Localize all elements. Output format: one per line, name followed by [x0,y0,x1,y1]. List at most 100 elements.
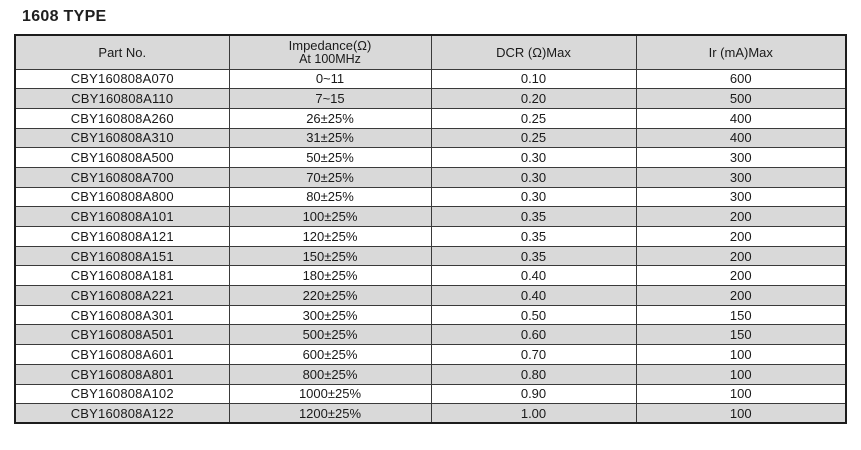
dcr-cell: 1.00 [430,403,637,424]
part-no-cell: CBY160808A310 [14,127,230,149]
dcr-cell: 0.25 [430,107,637,129]
dcr-cell: 0.90 [430,383,637,405]
table-row: CBY160808A601 600±25% 0.70 100 [14,344,847,365]
dcr-cell: 0.30 [430,186,637,208]
dcr-cell: 0.30 [430,166,637,188]
table-row: CBY160808A801 800±25% 0.80 100 [14,363,847,385]
dcr-cell: 0.40 [430,285,637,306]
table-row: CBY160808A260 26±25% 0.25 400 [14,107,847,129]
part-no-cell: CBY160808A700 [14,166,230,188]
dcr-cell: 0.35 [430,245,637,267]
dcr-cell: 0.30 [430,147,637,168]
dcr-cell: 0.25 [430,127,637,149]
part-no-cell: CBY160808A070 [14,68,230,90]
ir-cell: 300 [635,186,847,208]
impedance-cell: 0~11 [228,68,432,90]
impedance-cell: 7~15 [228,88,432,109]
part-no-cell: CBY160808A500 [14,147,230,168]
ir-cell: 100 [635,344,847,365]
dcr-cell: 0.70 [430,344,637,365]
part-no-cell: CBY160808A101 [14,206,230,227]
ir-cell: 150 [635,324,847,346]
part-no-cell: CBY160808A181 [14,265,230,287]
table-row: CBY160808A070 0~11 0.10 600 [14,68,847,90]
ir-cell: 200 [635,265,847,287]
table-row: CBY160808A121 120±25% 0.35 200 [14,226,847,247]
ir-cell: 500 [635,88,847,109]
dcr-cell: 0.80 [430,363,637,385]
table-body: CBY160808A070 0~11 0.10 600 CBY160808A110 7~1… [14,68,847,424]
part-no-cell: CBY160808A301 [14,304,230,326]
column-header-label: DCR (Ω)Max [496,44,571,60]
dcr-cell: 0.50 [430,304,637,326]
ir-cell: 100 [635,403,847,424]
ir-cell: 400 [635,127,847,149]
column-header-dcr: DCR (Ω)Max [430,34,637,70]
ir-cell: 100 [635,383,847,405]
table-row: CBY160808A500 50±25% 0.30 300 [14,147,847,168]
dcr-cell: 0.60 [430,324,637,346]
impedance-cell: 1000±25% [228,383,432,405]
impedance-cell: 150±25% [228,245,432,267]
impedance-cell: 50±25% [228,147,432,168]
dcr-cell: 0.35 [430,226,637,247]
table-row: CBY160808A221 220±25% 0.40 200 [14,285,847,306]
impedance-cell: 180±25% [228,265,432,287]
part-no-cell: CBY160808A260 [14,107,230,129]
ir-cell: 200 [635,206,847,227]
impedance-cell: 500±25% [228,324,432,346]
ir-cell: 300 [635,166,847,188]
ir-cell: 100 [635,363,847,385]
column-header-label: Impedance(Ω) [288,38,372,54]
impedance-cell: 1200±25% [228,403,432,424]
column-header-sublabel: At 100MHz [299,52,361,67]
dcr-cell: 0.10 [430,68,637,90]
table-row: CBY160808A181 180±25% 0.40 200 [14,265,847,287]
ir-cell: 150 [635,304,847,326]
part-no-cell: CBY160808A151 [14,245,230,267]
impedance-cell: 800±25% [228,363,432,385]
table-row: CBY160808A310 31±25% 0.25 400 [14,127,847,149]
table-row: CBY160808A102 1000±25% 0.90 100 [14,383,847,405]
dcr-cell: 0.40 [430,265,637,287]
ir-cell: 200 [635,245,847,267]
ir-cell: 400 [635,107,847,129]
table-row: CBY160808A110 7~15 0.20 500 [14,88,847,109]
part-no-cell: CBY160808A601 [14,344,230,365]
table-row: CBY160808A501 500±25% 0.60 150 [14,324,847,346]
part-no-cell: CBY160808A122 [14,403,230,424]
ir-cell: 200 [635,226,847,247]
table-row: CBY160808A301 300±25% 0.50 150 [14,304,847,326]
ir-cell: 200 [635,285,847,306]
impedance-cell: 300±25% [228,304,432,326]
column-header-part-no: Part No. [14,34,230,70]
part-no-cell: CBY160808A121 [14,226,230,247]
part-no-cell: CBY160808A221 [14,285,230,306]
table-row: CBY160808A151 150±25% 0.35 200 [14,245,847,267]
table-row: CBY160808A700 70±25% 0.30 300 [14,166,847,188]
spec-table: Part No. Impedance(Ω) At 100MHz DCR (Ω)M… [14,34,847,425]
impedance-cell: 26±25% [228,107,432,129]
column-header-ir: Ir (mA)Max [635,34,847,70]
dcr-cell: 0.35 [430,206,637,227]
table-row: CBY160808A101 100±25% 0.35 200 [14,206,847,227]
part-no-cell: CBY160808A800 [14,186,230,208]
impedance-cell: 100±25% [228,206,432,227]
table-row: CBY160808A122 1200±25% 1.00 100 [14,403,847,424]
impedance-cell: 31±25% [228,127,432,149]
impedance-cell: 220±25% [228,285,432,306]
impedance-cell: 600±25% [228,344,432,365]
page-title: 1608 TYPE [22,8,107,25]
impedance-cell: 70±25% [228,166,432,188]
part-no-cell: CBY160808A102 [14,383,230,405]
impedance-cell: 80±25% [228,186,432,208]
part-no-cell: CBY160808A110 [14,88,230,109]
ir-cell: 600 [635,68,847,90]
column-header-label: Part No. [98,44,147,60]
table-row: CBY160808A800 80±25% 0.30 300 [14,186,847,208]
impedance-cell: 120±25% [228,226,432,247]
column-header-impedance: Impedance(Ω) At 100MHz [228,34,432,70]
dcr-cell: 0.20 [430,88,637,109]
header-row: Part No. Impedance(Ω) At 100MHz DCR (Ω)M… [14,34,847,70]
